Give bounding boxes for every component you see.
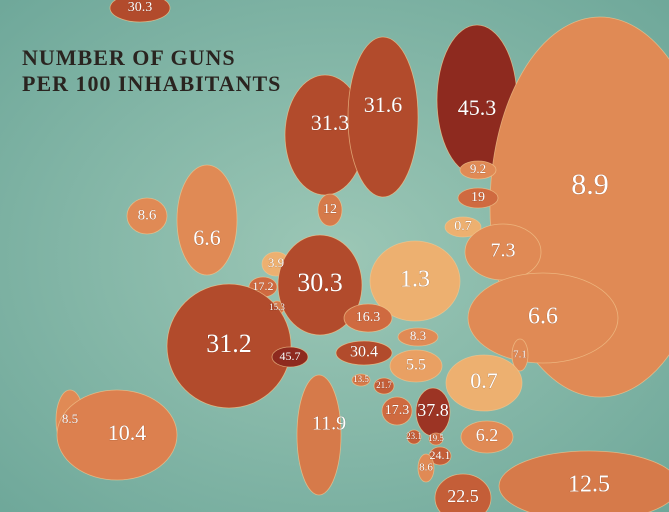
country-shape [335, 340, 393, 366]
country-shape [406, 429, 422, 445]
country-shape [317, 193, 343, 227]
country-value: 8.5 [62, 411, 78, 426]
country-value: 10.4 [108, 420, 147, 445]
country-value: 13.5 [353, 374, 369, 384]
country-value: 8.6 [138, 207, 157, 223]
country-value: 8.3 [410, 328, 426, 343]
country-shape [460, 420, 514, 454]
country-value: 30.4 [350, 344, 378, 361]
country-value: 23.1 [406, 431, 422, 441]
country-value: 30.3 [128, 0, 153, 15]
country-value: 45.3 [458, 95, 497, 120]
country-shape [444, 216, 482, 238]
country-shape [166, 283, 292, 409]
country-shape [457, 187, 499, 209]
country-value: 6.6 [528, 304, 558, 330]
country-value: 24.1 [430, 448, 451, 462]
country-shape [428, 432, 444, 446]
country-shape [176, 164, 238, 276]
country-shape [445, 354, 523, 412]
country-shape [343, 303, 393, 333]
country-value: 30.3 [297, 268, 343, 297]
country-shape [369, 240, 461, 322]
country-value: 31.6 [364, 92, 403, 117]
country-value: 16.3 [356, 310, 381, 325]
country-value: 17.3 [385, 403, 410, 418]
country-value: 3.9 [268, 255, 284, 270]
country-shape [351, 373, 371, 387]
country-value: 17.2 [253, 279, 274, 293]
country-shape [296, 374, 342, 496]
country-value: 31.2 [206, 329, 252, 358]
country-shape [347, 36, 419, 198]
country-value: 6.2 [476, 425, 499, 445]
country-value: 0.7 [454, 219, 472, 234]
country-shape [109, 0, 171, 23]
country-shape [397, 327, 439, 347]
country-value: 7.1 [513, 349, 527, 361]
country-shape [389, 349, 443, 383]
country-value: 45.7 [280, 349, 301, 363]
country-shape [467, 272, 619, 364]
country-shape [498, 450, 669, 512]
country-value: 7.3 [491, 240, 516, 262]
title-line: NUMBER OF GUNS [22, 45, 236, 70]
country-value: 0.7 [470, 368, 498, 393]
country-shape [271, 346, 309, 368]
country-value: 21.7 [376, 380, 392, 390]
country-value: 5.5 [406, 357, 426, 374]
country-shape [417, 453, 435, 483]
title-line: PER 100 INHABITANTS [22, 71, 281, 96]
country-value: 6.6 [193, 225, 221, 250]
country-value: 1.3 [400, 267, 430, 293]
country-shape [126, 197, 168, 235]
country-shape [381, 396, 413, 426]
country-value: 8.9 [571, 168, 609, 201]
country-value: 22.5 [447, 486, 479, 506]
country-value: 15.3 [269, 302, 285, 312]
country-shape [511, 338, 529, 372]
country-shape [459, 160, 497, 180]
country-value: 9.2 [470, 161, 486, 176]
country-value: 19.5 [428, 433, 444, 443]
country-shape [434, 473, 492, 512]
country-value: 12.5 [568, 472, 610, 498]
country-value: 11.9 [312, 413, 346, 435]
country-shape [277, 234, 363, 336]
country-shape [56, 389, 178, 481]
country-value: 8.6 [419, 462, 433, 474]
country-value: 12 [323, 202, 337, 217]
country-shape [373, 377, 395, 395]
country-value: 31.3 [311, 110, 350, 135]
country-value: 37.8 [417, 400, 449, 420]
country-value: 19 [471, 190, 485, 205]
